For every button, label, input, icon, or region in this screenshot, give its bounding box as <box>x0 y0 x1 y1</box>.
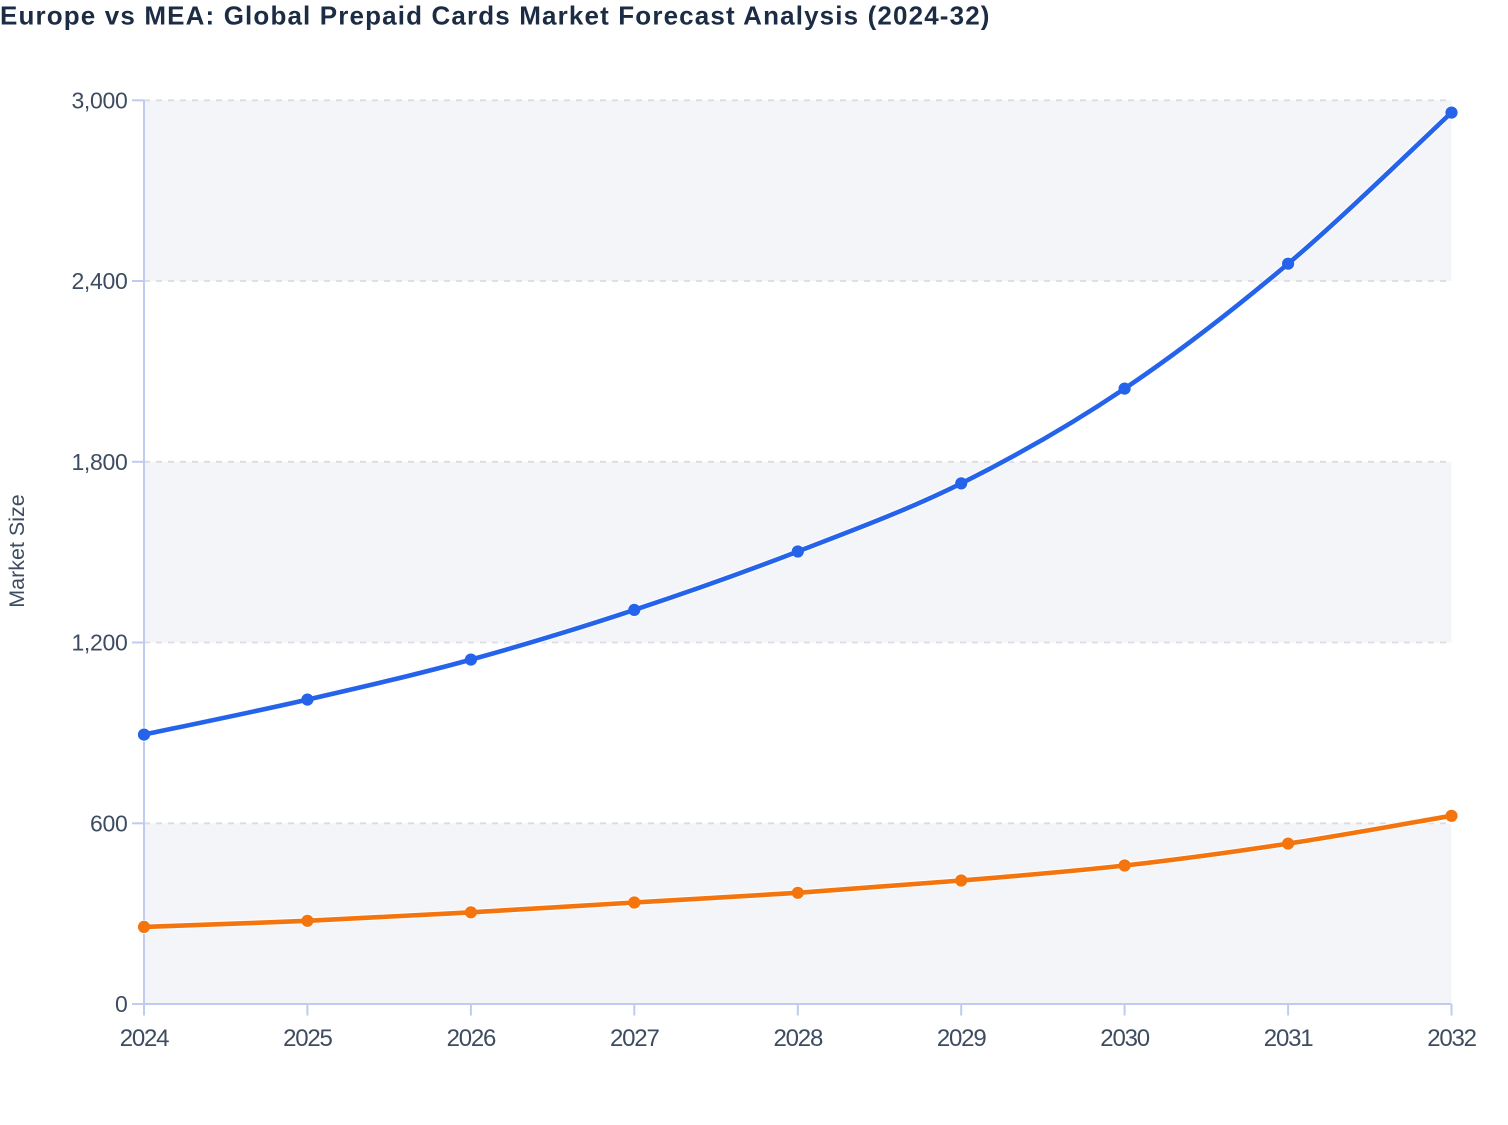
svg-text:2027: 2027 <box>610 1025 659 1052</box>
svg-text:2025: 2025 <box>283 1025 332 1052</box>
svg-text:2026: 2026 <box>447 1025 496 1052</box>
svg-text:2024: 2024 <box>120 1025 169 1052</box>
svg-text:1,800: 1,800 <box>71 449 127 475</box>
svg-text:Europe vs MEA: Global Prepaid: Europe vs MEA: Global Prepaid Cards Mark… <box>0 1 991 31</box>
svg-text:2030: 2030 <box>1100 1025 1149 1052</box>
svg-text:2031: 2031 <box>1264 1025 1313 1052</box>
svg-text:600: 600 <box>90 810 127 836</box>
svg-text:Market Size: Market Size <box>5 494 29 608</box>
svg-text:2,400: 2,400 <box>71 268 127 294</box>
svg-text:2032: 2032 <box>1427 1025 1476 1052</box>
svg-text:1,200: 1,200 <box>71 630 127 656</box>
svg-text:2028: 2028 <box>774 1025 823 1052</box>
svg-text:0: 0 <box>115 991 128 1017</box>
svg-text:3,000: 3,000 <box>71 87 127 113</box>
svg-text:2029: 2029 <box>937 1025 986 1052</box>
